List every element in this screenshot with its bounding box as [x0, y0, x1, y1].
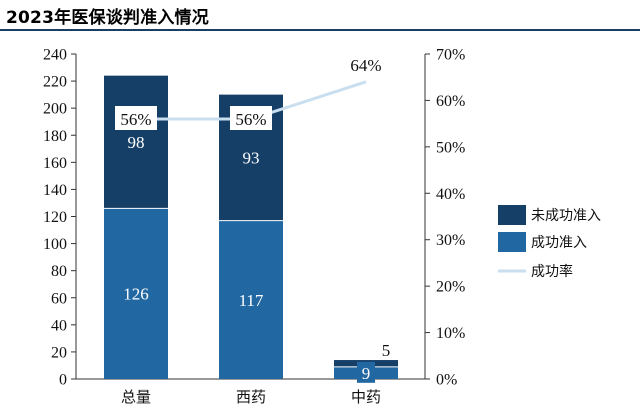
y-left-tick-label: 80 [51, 263, 67, 280]
y-left-tick-label: 140 [43, 182, 67, 199]
y-right-tick-label: 0% [436, 372, 457, 389]
y-left-tick-label: 120 [43, 209, 67, 226]
title-underline [0, 29, 640, 31]
rate-label-bg [230, 106, 272, 130]
y-left-tick-label: 240 [43, 47, 67, 64]
bar-segment-failed [104, 75, 168, 209]
bar-value-label-failed: 98 [128, 133, 145, 152]
success-rate-label: 64% [350, 56, 381, 75]
y-right-tick-label: 10% [436, 325, 465, 342]
y-left-tick-label: 200 [43, 101, 67, 118]
chart-title: 2023年医保谈判准入情况 [6, 8, 209, 28]
bar-value-label-failed: 93 [243, 149, 260, 168]
y-left-tick-label: 60 [51, 290, 67, 307]
y-left-tick-label: 20 [51, 344, 67, 361]
y-left-tick-label: 40 [51, 317, 67, 334]
y-right-tick-label: 20% [436, 279, 465, 296]
bar-value-label-success: 9 [362, 364, 371, 383]
bar-value-label-bg [357, 361, 375, 383]
y-left-tick-label: 0 [59, 372, 67, 389]
bar-value-label-success: 126 [123, 285, 149, 304]
success-rate-label: 56% [235, 110, 266, 129]
y-left-tick-label: 220 [43, 74, 67, 91]
bar-value-label-success: 117 [239, 291, 264, 310]
y-right-tick-label: 40% [436, 186, 465, 203]
y-left-tick-label: 180 [43, 128, 67, 145]
success-rate-label: 56% [120, 110, 151, 129]
y-right-tick-label: 30% [436, 232, 465, 249]
rate-label-bg [115, 106, 157, 130]
x-category-label: 西药 [236, 388, 266, 406]
x-category-label: 总量 [121, 388, 151, 406]
y-left-tick-label: 100 [43, 236, 67, 253]
legend-swatch-failed [498, 205, 526, 225]
bar-segment-success [104, 208, 168, 379]
legend-label-success: 成功准入 [531, 235, 587, 251]
y-right-tick-label: 50% [436, 139, 465, 156]
y-left-tick-label: 160 [43, 155, 67, 172]
legend-swatch-success [498, 232, 526, 252]
x-category-label: 中药 [351, 388, 381, 406]
y-right-tick-label: 70% [436, 47, 465, 64]
legend-label-rate: 成功率 [531, 263, 573, 280]
legend-label-failed: 未成功准入 [531, 208, 601, 224]
bar-value-label-failed: 5 [382, 341, 391, 360]
bar-segment-success [219, 220, 283, 379]
y-right-tick-label: 60% [436, 93, 465, 110]
